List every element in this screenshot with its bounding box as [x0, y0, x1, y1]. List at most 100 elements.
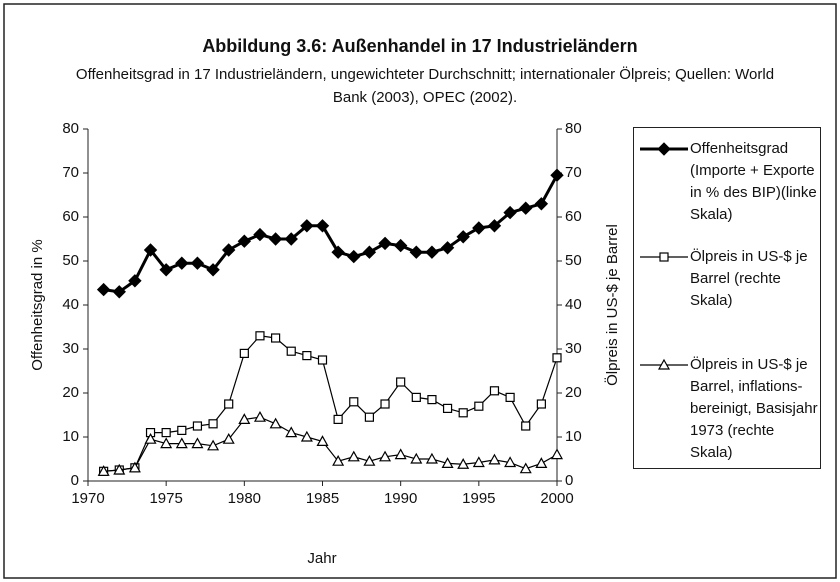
marker: [208, 419, 218, 429]
marker: [238, 413, 251, 424]
marker: [332, 454, 345, 466]
marker: [286, 346, 296, 356]
y-tick-label: 60: [62, 208, 79, 225]
marker: [535, 457, 548, 468]
marker: [364, 412, 374, 422]
frame: [3, 3, 837, 579]
y2-tick-label: 50: [565, 252, 582, 269]
marker: [519, 462, 532, 474]
y-axis-label: Offenheitsgrad in %: [29, 239, 46, 370]
marker: [221, 243, 236, 257]
y-tick-label: 40: [62, 296, 79, 313]
marker: [393, 238, 408, 253]
marker: [550, 448, 564, 460]
marker: [285, 426, 298, 438]
marker: [458, 408, 468, 418]
y-tick-label: 30: [62, 340, 79, 357]
marker: [206, 263, 220, 277]
marker: [380, 399, 390, 409]
marker: [237, 234, 252, 248]
marker: [552, 353, 562, 363]
marker: [113, 463, 126, 475]
marker: [659, 252, 669, 262]
y-tick-label: 20: [62, 384, 79, 401]
x-tick-label: 1990: [384, 490, 417, 507]
marker: [396, 377, 406, 387]
marker: [144, 432, 157, 444]
marker: [255, 331, 265, 341]
y-tick-label: 0: [71, 472, 79, 489]
x-tick-label: 1995: [462, 490, 495, 507]
marker: [269, 417, 282, 429]
marker: [268, 232, 283, 246]
y-tick-label: 80: [62, 120, 79, 137]
y-tick-label: 50: [62, 252, 79, 269]
marker: [224, 399, 234, 409]
marker: [271, 333, 281, 343]
y2-tick-label: 10: [565, 428, 582, 445]
marker: [284, 232, 298, 246]
marker: [425, 452, 438, 464]
legend-icon: [640, 142, 688, 156]
marker: [161, 428, 171, 438]
series-line: [103, 416, 558, 472]
marker: [487, 219, 502, 233]
marker: [503, 205, 517, 220]
marker: [253, 227, 267, 242]
x-tick-label: 1970: [71, 490, 104, 507]
marker: [379, 450, 392, 462]
marker: [159, 263, 173, 277]
series-line: [103, 174, 559, 294]
marker: [302, 351, 312, 361]
marker: [239, 348, 249, 358]
y2-tick-label: 70: [565, 164, 582, 181]
y2-tick-label: 30: [565, 340, 582, 357]
x-axis-label: Jahr: [307, 550, 336, 567]
marker: [222, 432, 235, 444]
marker: [657, 142, 671, 156]
x-tick-label: 1985: [306, 490, 339, 507]
marker: [143, 243, 158, 257]
marker: [489, 386, 500, 396]
marker: [519, 201, 533, 215]
x-tick-label: 1975: [149, 490, 182, 507]
marker: [333, 414, 343, 424]
marker: [456, 230, 470, 244]
marker: [427, 395, 437, 405]
marker: [96, 282, 111, 297]
marker: [191, 437, 204, 449]
marker: [317, 355, 328, 365]
marker: [394, 448, 407, 460]
marker: [253, 410, 266, 422]
marker: [534, 197, 549, 211]
legend-icon: [640, 252, 688, 262]
marker: [457, 458, 470, 469]
marker: [300, 430, 313, 442]
chart-title: Abbildung 3.6: Außenhandel in 17 Industr…: [202, 36, 638, 56]
marker: [347, 450, 360, 462]
x-tick-label: 1980: [228, 490, 261, 507]
marker: [160, 437, 173, 449]
legend-icon: [640, 358, 688, 370]
marker: [472, 456, 485, 468]
marker: [362, 245, 377, 259]
marker: [521, 421, 531, 431]
y-tick-label: 70: [62, 164, 79, 181]
y2-tick-label: 20: [565, 384, 582, 401]
marker: [425, 245, 439, 259]
marker: [349, 397, 359, 407]
marker: [347, 249, 361, 264]
y2-axis-label: Ölpreis in US-$ je Barrel: [603, 224, 621, 386]
marker: [190, 256, 205, 270]
marker: [409, 245, 424, 259]
marker: [472, 221, 486, 235]
marker: [504, 456, 517, 468]
legend: Offenheitsgrad (Importe + Exporte in % d…: [633, 127, 821, 469]
marker: [315, 219, 330, 233]
legend-label: Offenheitsgrad (Importe + Exporte in % d…: [690, 140, 817, 223]
marker: [128, 274, 142, 288]
marker: [441, 457, 454, 468]
marker: [440, 241, 455, 255]
